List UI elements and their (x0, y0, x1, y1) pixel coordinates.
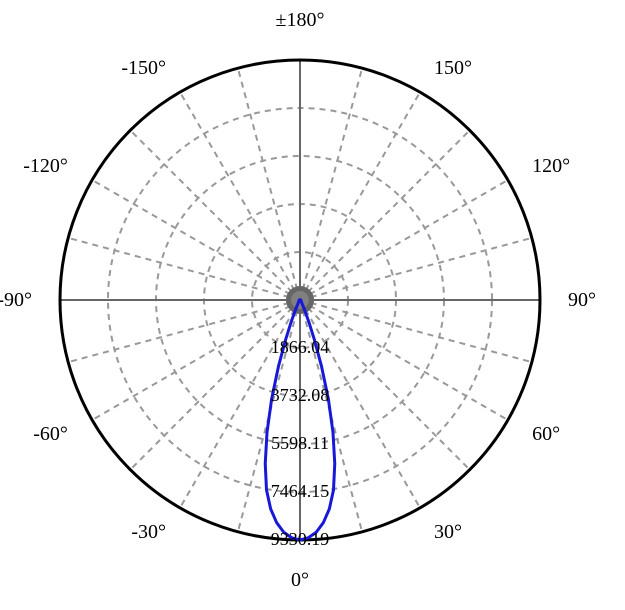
angle-label: -30° (131, 521, 166, 543)
grid-spoke (300, 68, 362, 300)
angle-label: -120° (23, 155, 68, 177)
ring-label: 9330.19 (271, 529, 330, 549)
polar-chart: 1866.04 3732.08 5598.11 7464.15 9330.19 ±180°… (0, 0, 625, 610)
grid-spoke (300, 130, 470, 300)
ring-label: 1866.04 (271, 337, 330, 357)
angle-label: -90° (0, 289, 32, 311)
ring-label: 5598.11 (271, 433, 329, 453)
angle-label: -150° (121, 57, 166, 79)
grid-spoke (68, 300, 300, 362)
angle-label: 120° (532, 155, 570, 177)
grid-spoke (300, 92, 420, 300)
angle-label: -60° (33, 423, 68, 445)
angle-label: 60° (532, 423, 560, 445)
angle-label: ±180° (276, 9, 325, 31)
ring-label: 3732.08 (271, 385, 330, 405)
grid-spoke (68, 238, 300, 300)
angle-label: 90° (568, 289, 596, 311)
angle-label: 30° (434, 521, 462, 543)
grid-spoke (238, 68, 300, 300)
grid-spoke (300, 238, 532, 300)
grid-spoke (300, 180, 508, 300)
angle-label: 150° (434, 57, 472, 79)
ring-label: 7464.15 (271, 481, 330, 501)
grid-spoke (92, 300, 300, 420)
grid-spoke (130, 130, 300, 300)
grid-spoke (300, 300, 532, 362)
angle-label: 0° (291, 569, 309, 591)
grid-spoke (180, 92, 300, 300)
grid-spoke (300, 300, 508, 420)
grid-spoke (92, 180, 300, 300)
